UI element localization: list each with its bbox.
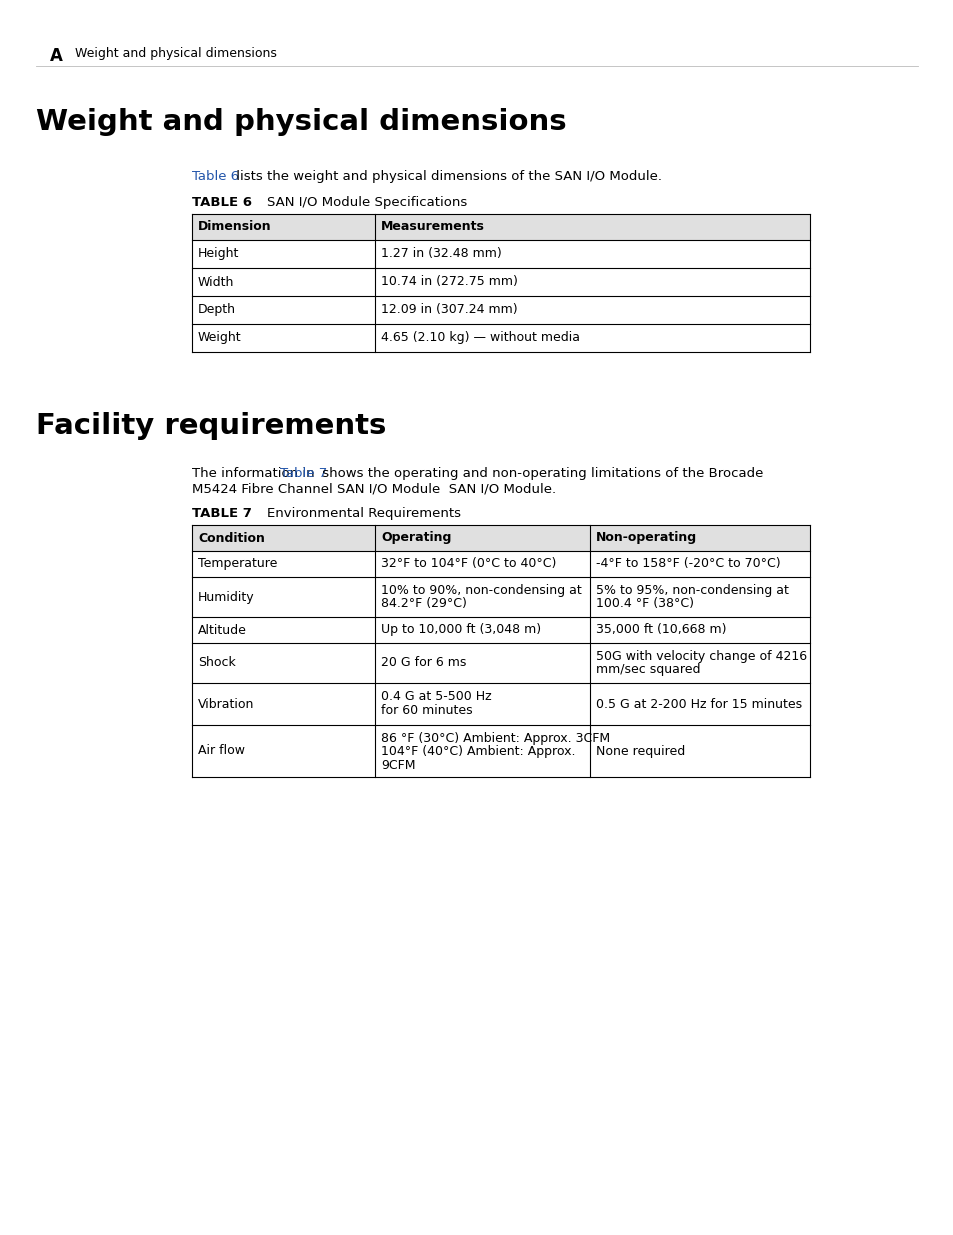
Bar <box>192 618 809 643</box>
Text: A: A <box>50 47 63 65</box>
Bar <box>192 551 809 577</box>
Text: 10% to 90%, non-condensing at: 10% to 90%, non-condensing at <box>380 584 581 597</box>
Text: Altitude: Altitude <box>198 624 247 636</box>
Text: M5424 Fibre Channel SAN I/O Module  SAN I/O Module.: M5424 Fibre Channel SAN I/O Module SAN I… <box>192 482 556 495</box>
Text: Air flow: Air flow <box>198 745 245 757</box>
Text: 100.4 °F (38°C): 100.4 °F (38°C) <box>596 598 693 610</box>
Text: Measurements: Measurements <box>380 221 484 233</box>
Bar <box>192 683 809 725</box>
Text: Depth: Depth <box>198 304 235 316</box>
Bar <box>192 268 809 296</box>
Text: Height: Height <box>198 247 239 261</box>
Text: Facility requirements: Facility requirements <box>36 412 386 440</box>
Text: Humidity: Humidity <box>198 590 254 604</box>
Text: Weight and physical dimensions: Weight and physical dimensions <box>75 47 276 61</box>
Text: Condition: Condition <box>198 531 265 545</box>
Text: Weight and physical dimensions: Weight and physical dimensions <box>36 107 566 136</box>
Text: for 60 minutes: for 60 minutes <box>380 704 472 716</box>
Bar <box>192 296 809 324</box>
Bar <box>192 214 809 240</box>
Text: mm/sec squared: mm/sec squared <box>596 663 700 677</box>
Text: Vibration: Vibration <box>198 698 254 710</box>
Text: Table 6: Table 6 <box>192 170 239 183</box>
Bar <box>192 324 809 352</box>
Text: Up to 10,000 ft (3,048 m): Up to 10,000 ft (3,048 m) <box>380 624 540 636</box>
Bar <box>192 240 809 268</box>
Text: 50G with velocity change of 4216: 50G with velocity change of 4216 <box>596 650 806 663</box>
Text: TABLE 6: TABLE 6 <box>192 196 252 209</box>
Text: Shock: Shock <box>198 657 235 669</box>
Text: The information in: The information in <box>192 467 318 480</box>
Text: lists the weight and physical dimensions of the SAN I/O Module.: lists the weight and physical dimensions… <box>232 170 661 183</box>
Text: Environmental Requirements: Environmental Requirements <box>267 508 460 520</box>
Text: Operating: Operating <box>380 531 451 545</box>
Text: shows the operating and non-operating limitations of the Brocade: shows the operating and non-operating li… <box>317 467 762 480</box>
Text: -4°F to 158°F (-20°C to 70°C): -4°F to 158°F (-20°C to 70°C) <box>596 557 780 571</box>
Text: 5% to 95%, non-condensing at: 5% to 95%, non-condensing at <box>596 584 788 597</box>
Text: Non-operating: Non-operating <box>596 531 697 545</box>
Text: 4.65 (2.10 kg) — without media: 4.65 (2.10 kg) — without media <box>380 331 579 345</box>
Text: 0.4 G at 5-500 Hz: 0.4 G at 5-500 Hz <box>380 690 491 703</box>
Text: 35,000 ft (10,668 m): 35,000 ft (10,668 m) <box>596 624 726 636</box>
Text: 84.2°F (29°C): 84.2°F (29°C) <box>380 598 466 610</box>
Text: TABLE 7: TABLE 7 <box>192 508 252 520</box>
Bar <box>192 643 809 683</box>
Text: 104°F (40°C) Ambient: Approx.: 104°F (40°C) Ambient: Approx. <box>380 746 575 758</box>
Text: Weight: Weight <box>198 331 241 345</box>
Text: Temperature: Temperature <box>198 557 277 571</box>
Text: 9CFM: 9CFM <box>380 760 416 772</box>
Text: 32°F to 104°F (0°C to 40°C): 32°F to 104°F (0°C to 40°C) <box>380 557 556 571</box>
Text: Table 7: Table 7 <box>280 467 327 480</box>
Bar <box>192 577 809 618</box>
Text: 12.09 in (307.24 mm): 12.09 in (307.24 mm) <box>380 304 517 316</box>
Text: Dimension: Dimension <box>198 221 272 233</box>
Text: 0.5 G at 2-200 Hz for 15 minutes: 0.5 G at 2-200 Hz for 15 minutes <box>596 698 801 710</box>
Bar <box>192 525 809 551</box>
Text: None required: None required <box>596 745 684 757</box>
Text: Width: Width <box>198 275 234 289</box>
Text: 1.27 in (32.48 mm): 1.27 in (32.48 mm) <box>380 247 501 261</box>
Text: 20 G for 6 ms: 20 G for 6 ms <box>380 657 466 669</box>
Text: 86 °F (30°C) Ambient: Approx. 3CFM: 86 °F (30°C) Ambient: Approx. 3CFM <box>380 732 610 745</box>
Text: 10.74 in (272.75 mm): 10.74 in (272.75 mm) <box>380 275 517 289</box>
Text: SAN I/O Module Specifications: SAN I/O Module Specifications <box>267 196 467 209</box>
Bar <box>192 725 809 777</box>
